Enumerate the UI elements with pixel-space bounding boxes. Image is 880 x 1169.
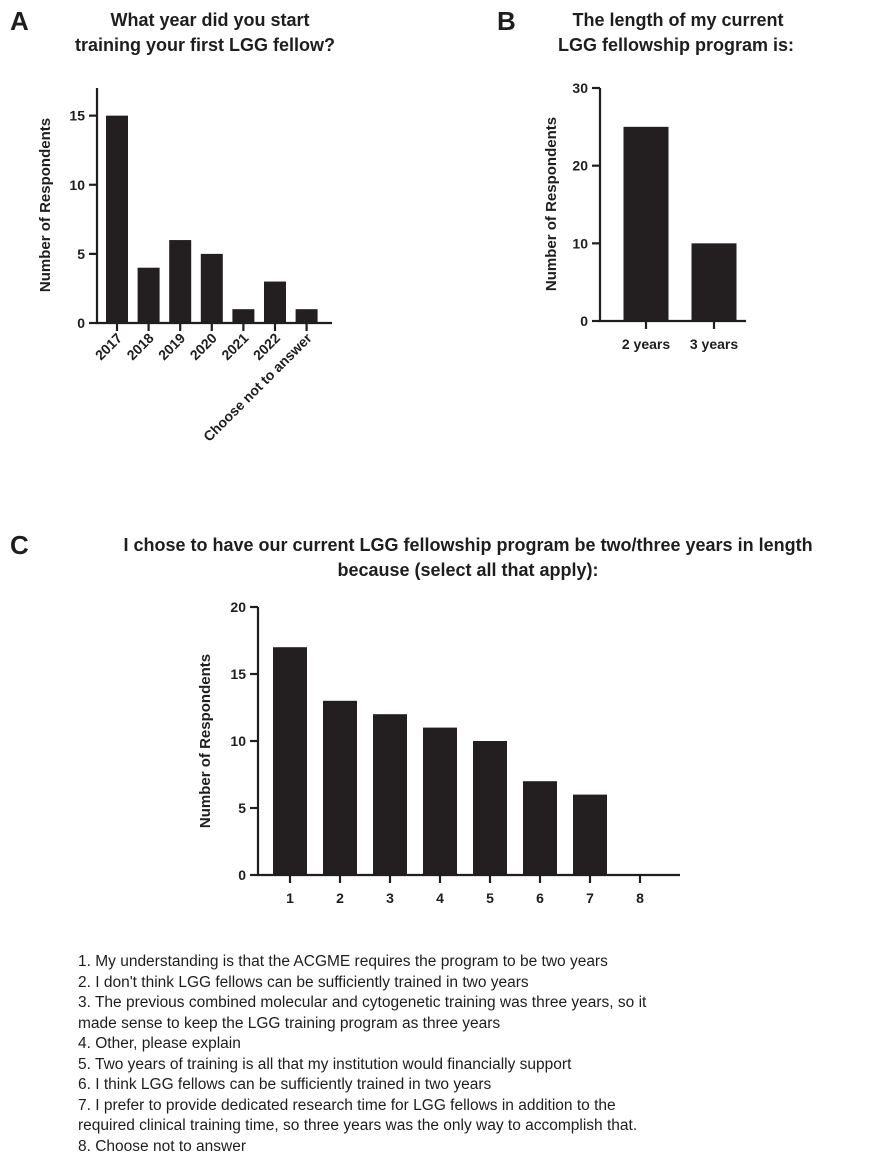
panel-c-title-line-1: I chose to have our current LGG fellowsh…: [123, 535, 812, 555]
bar-2019: [169, 240, 192, 323]
x-tick-label: 2: [336, 890, 344, 906]
legend-line: 6. I think LGG fellows can be sufficient…: [78, 1076, 492, 1093]
x-tick-label: 4: [436, 890, 444, 906]
panel-b-y-axis-label: Number of Respondents: [543, 117, 560, 291]
x-tick-label: 2 years: [622, 336, 670, 352]
panel-b-plot: 0 10 20 30 2 years 3 years: [572, 80, 746, 352]
panel-b-title-line-2: LGG fellowship program is:: [558, 35, 794, 55]
y-tick-label: 0: [238, 867, 246, 883]
legend-line: made sense to keep the LGG training prog…: [78, 1014, 501, 1032]
y-tick-label: 15: [230, 666, 246, 682]
bar-choose-not-to-answer: [295, 309, 318, 323]
y-tick-label: 0: [77, 315, 85, 331]
legend-line: 3. The previous combined molecular and c…: [78, 994, 647, 1011]
panel-a: A What year did you start training your …: [10, 6, 335, 445]
legend-line: 2. I don't think LGG fellows can be suff…: [78, 973, 529, 991]
bar-1: [273, 647, 307, 875]
x-tick-label: 2021: [218, 330, 251, 363]
legend-line: 5. Two years of training is all that my …: [78, 1055, 572, 1073]
x-tick-label: 5: [486, 890, 494, 906]
x-tick-label: 7: [586, 890, 594, 906]
panel-a-title-line-1: What year did you start: [110, 10, 309, 30]
bar-2020: [200, 253, 223, 323]
figure-canvas: A What year did you start training your …: [10, 6, 813, 906]
bar-2022: [264, 281, 286, 323]
y-tick-label: 5: [77, 246, 85, 262]
panel-c-title-line-2: because (select all that apply):: [337, 560, 598, 580]
bar-2: [323, 700, 357, 875]
bar-3: [373, 714, 407, 875]
panel-a-y-axis-label: Number of Respondents: [37, 118, 54, 292]
bar-6: [523, 781, 557, 875]
y-tick-label: 10: [230, 733, 246, 749]
bar-2017: [106, 115, 128, 323]
y-tick-label: 15: [69, 108, 85, 124]
x-tick-label: 3 years: [690, 336, 738, 352]
y-tick-label: 0: [580, 313, 588, 329]
panel-b: B The length of my current LGG fellowshi…: [497, 6, 794, 352]
figure-c-legend: 1. My understanding is that the ACGME re…: [78, 952, 798, 1157]
x-tick-label: 2018: [123, 330, 156, 363]
panel-b-title-line-1: The length of my current: [572, 10, 783, 30]
bar-3-years: [691, 243, 737, 321]
panel-c: C I chose to have our current LGG fellow…: [10, 530, 813, 906]
y-tick-label: 20: [230, 599, 246, 615]
legend-line: required clinical training time, so thre…: [78, 1117, 638, 1134]
panel-a-letter: A: [10, 6, 29, 36]
x-tick-label: 6: [536, 890, 544, 906]
panel-c-y-axis-label: Number of Respondents: [197, 654, 214, 828]
y-tick-label: 10: [69, 177, 85, 193]
bar-2-years: [623, 126, 669, 321]
bar-2018: [137, 267, 160, 323]
bar-4: [423, 727, 457, 875]
legend-line: 7. I prefer to provide dedicated researc…: [78, 1096, 616, 1114]
y-tick-label: 20: [572, 158, 588, 174]
bar-2021: [232, 309, 255, 323]
x-tick-label: 3: [386, 890, 394, 906]
x-tick-label: 2019: [155, 330, 188, 363]
panel-c-letter: C: [10, 530, 29, 560]
panel-b-letter: B: [497, 6, 516, 36]
legend-line: 4. Other, please explain: [78, 1035, 241, 1052]
panel-a-title-line-2: training your first LGG fellow?: [75, 35, 335, 55]
legend-line: 1. My understanding is that the ACGME re…: [78, 953, 608, 970]
x-tick-label: 2017: [92, 330, 125, 363]
x-tick-label: 2020: [187, 330, 220, 363]
x-tick-label: 8: [636, 890, 644, 906]
panel-c-plot: 0 5 10 15 20 1 2 3 4 5 6 7 8: [230, 599, 680, 906]
bar-5: [473, 741, 507, 875]
y-tick-label: 5: [238, 800, 246, 816]
legend-line: 8. Choose not to answer: [78, 1137, 247, 1155]
x-tick-label: 1: [286, 890, 294, 906]
bar-7: [573, 794, 607, 875]
y-tick-label: 10: [572, 235, 588, 251]
y-tick-label: 30: [572, 80, 588, 96]
